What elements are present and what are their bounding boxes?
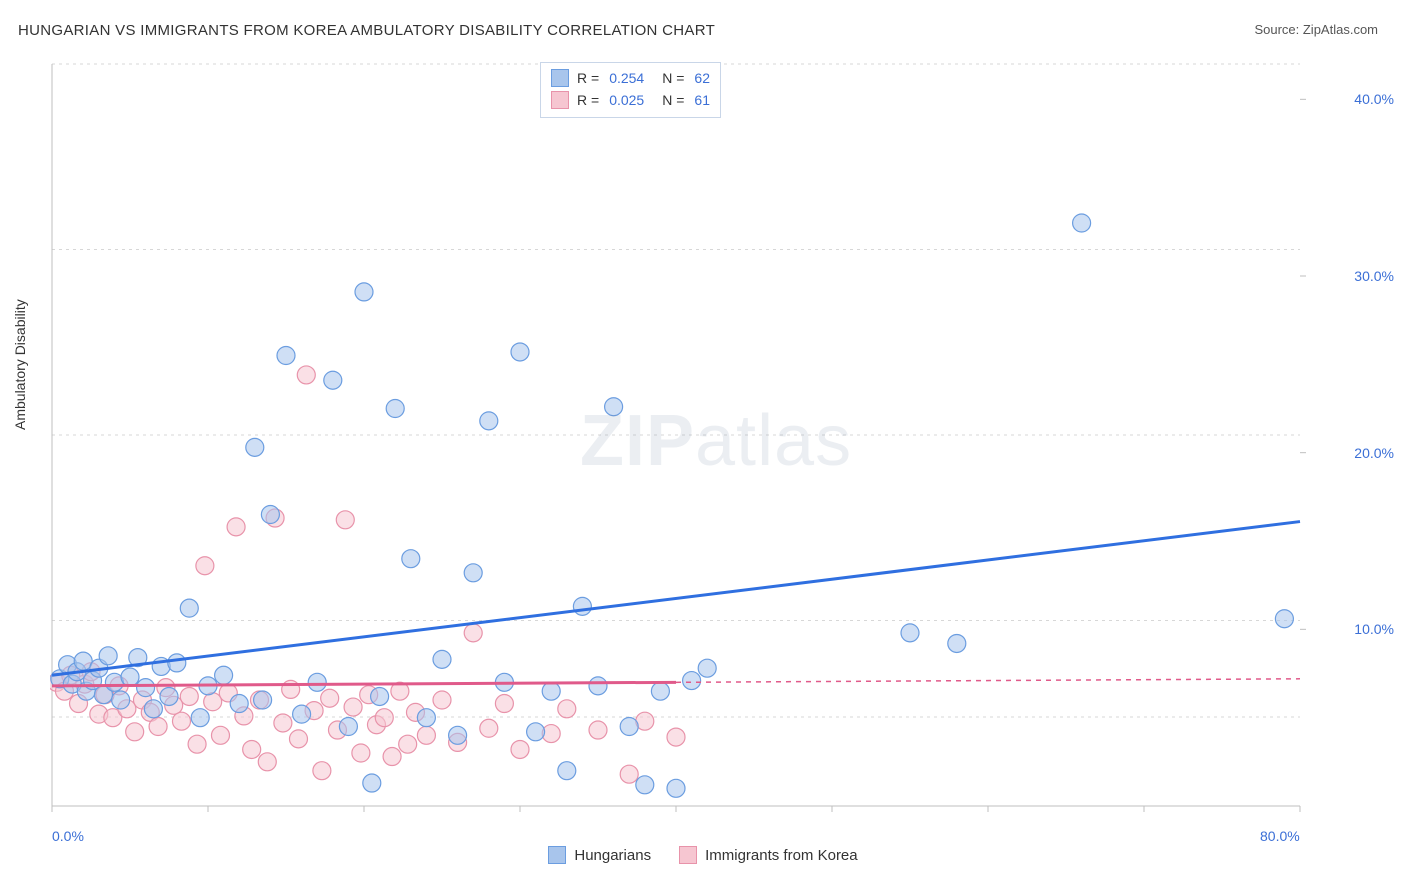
n-value-1: 62 bbox=[694, 67, 710, 89]
legend-label-2: Immigrants from Korea bbox=[705, 847, 858, 864]
r-value-1: 0.254 bbox=[609, 67, 644, 89]
n-label: N = bbox=[662, 67, 684, 89]
y-tick-label: 10.0% bbox=[1354, 621, 1394, 637]
r-label: R = bbox=[577, 89, 599, 111]
y-tick-label: 30.0% bbox=[1354, 268, 1394, 284]
r-label: R = bbox=[577, 67, 599, 89]
legend-swatch-blue bbox=[548, 846, 566, 864]
r-value-2: 0.025 bbox=[609, 89, 644, 111]
y-tick-label: 40.0% bbox=[1354, 91, 1394, 107]
y-tick-label: 20.0% bbox=[1354, 445, 1394, 461]
chart-title: HUNGARIAN VS IMMIGRANTS FROM KOREA AMBUL… bbox=[18, 22, 715, 39]
source-attribution: Source: ZipAtlas.com bbox=[1254, 22, 1378, 37]
legend-stats: R = 0.254 N = 62 R = 0.025 N = 61 bbox=[540, 62, 721, 118]
plot-area bbox=[50, 60, 1360, 820]
x-tick-label: 0.0% bbox=[52, 828, 84, 844]
legend-swatch-pink bbox=[679, 846, 697, 864]
legend-stats-row: R = 0.254 N = 62 bbox=[551, 67, 710, 89]
legend-swatch-pink bbox=[551, 91, 569, 109]
scatter-chart-svg bbox=[50, 60, 1360, 820]
legend-item: Immigrants from Korea bbox=[679, 846, 858, 864]
n-label: N = bbox=[662, 89, 684, 111]
legend-series: Hungarians Immigrants from Korea bbox=[0, 846, 1406, 864]
legend-stats-row: R = 0.025 N = 61 bbox=[551, 89, 710, 111]
n-value-2: 61 bbox=[694, 89, 710, 111]
y-axis-label: Ambulatory Disability bbox=[12, 299, 28, 430]
legend-item: Hungarians bbox=[548, 846, 651, 864]
legend-label-1: Hungarians bbox=[574, 847, 651, 864]
x-tick-label: 80.0% bbox=[1260, 828, 1300, 844]
legend-swatch-blue bbox=[551, 69, 569, 87]
